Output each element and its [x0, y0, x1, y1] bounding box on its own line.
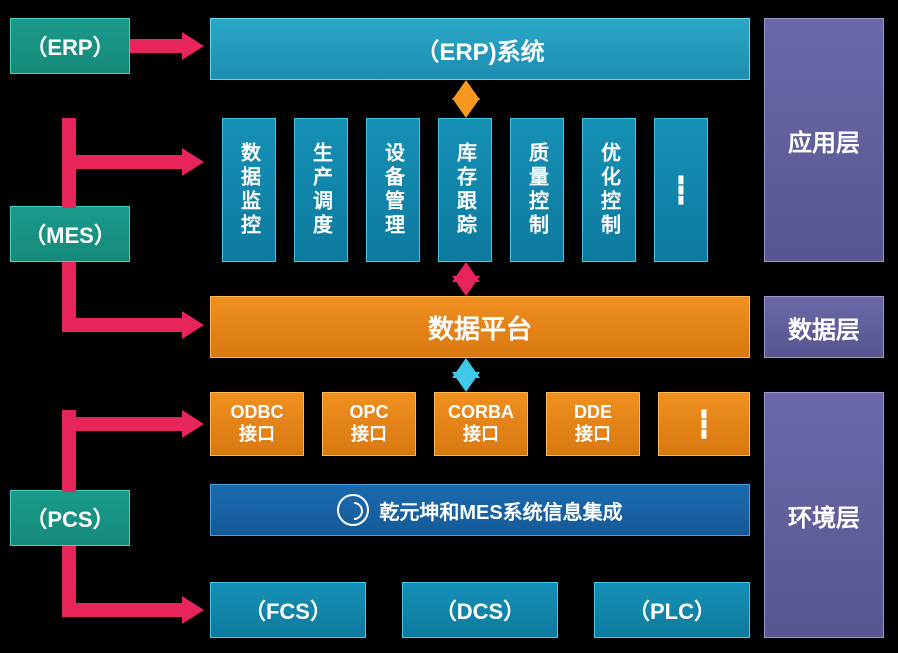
mes-fn-0-text: 数据监控: [235, 142, 264, 238]
iface-ellipsis: ┇: [658, 392, 750, 456]
layer-app-text: 应用层: [788, 123, 860, 158]
data-platform-text: 数据平台: [428, 309, 532, 346]
arrow-erp-functions: [452, 80, 480, 118]
mes-fn-4: 质量控制: [510, 118, 564, 262]
mes-fn-2: 设备管理: [366, 118, 420, 262]
erp-system-text: （ERP)系统: [415, 32, 544, 67]
mes-fn-0: 数据监控: [222, 118, 276, 262]
mes-fn-5: 优化控制: [582, 118, 636, 262]
bottom-sys-0: （FCS）: [210, 582, 366, 638]
iface-1-text: OPC接口: [349, 402, 388, 445]
label-erp-text: （ERP）: [25, 30, 114, 62]
mes-fn-ellipsis: ┇: [654, 118, 708, 262]
iface-0-text: ODBC接口: [231, 402, 284, 445]
data-platform-bar: 数据平台: [210, 296, 750, 358]
bottom-sys-2: （PLC）: [594, 582, 750, 638]
iface-ellipsis-text: ┇: [696, 409, 712, 440]
mes-fn-ellipsis-text: ┇: [673, 175, 689, 206]
layer-data-text: 数据层: [788, 310, 860, 345]
iface-2-text: CORBA接口: [448, 402, 514, 445]
mes-fn-3: 库存跟踪: [438, 118, 492, 262]
label-mes: （MES）: [10, 206, 130, 262]
mes-fn-1-text: 生产调度: [307, 142, 336, 238]
label-pcs-text: （PCS）: [25, 502, 114, 534]
arrow-mes-vert2: [62, 262, 76, 325]
label-erp: （ERP）: [10, 18, 130, 74]
logo-icon: [337, 494, 369, 526]
arrow-functions-data: [452, 262, 480, 296]
bottom-sys-1: （DCS）: [402, 582, 558, 638]
mes-fn-2-text: 设备管理: [379, 142, 408, 238]
label-pcs: （PCS）: [10, 490, 130, 546]
iface-3-text: DDE接口: [574, 402, 612, 445]
integration-bar: 乾元坤和MES系统信息集成: [210, 484, 750, 536]
mes-fn-5-text: 优化控制: [595, 142, 624, 238]
layer-app: 应用层: [764, 18, 884, 262]
erp-system-bar: （ERP)系统: [210, 18, 750, 80]
arrow-data-iface: [452, 358, 480, 392]
bottom-sys-0-text: （FCS）: [244, 594, 332, 626]
iface-0: ODBC接口: [210, 392, 304, 456]
mes-fn-3-text: 库存跟踪: [451, 142, 480, 238]
layer-env-text: 环境层: [788, 498, 860, 533]
layer-env: 环境层: [764, 392, 884, 638]
iface-2: CORBA接口: [434, 392, 528, 456]
mes-fn-1: 生产调度: [294, 118, 348, 262]
bottom-sys-2-text: （PLC）: [628, 594, 716, 626]
integration-text: 乾元坤和MES系统信息集成: [379, 496, 622, 525]
mes-fn-4-text: 质量控制: [523, 142, 552, 238]
label-mes-text: （MES）: [24, 218, 116, 250]
iface-1: OPC接口: [322, 392, 416, 456]
arrow-pcs-vert-down: [62, 546, 76, 610]
bottom-sys-1-text: （DCS）: [435, 594, 525, 626]
layer-data: 数据层: [764, 296, 884, 358]
iface-3: DDE接口: [546, 392, 640, 456]
